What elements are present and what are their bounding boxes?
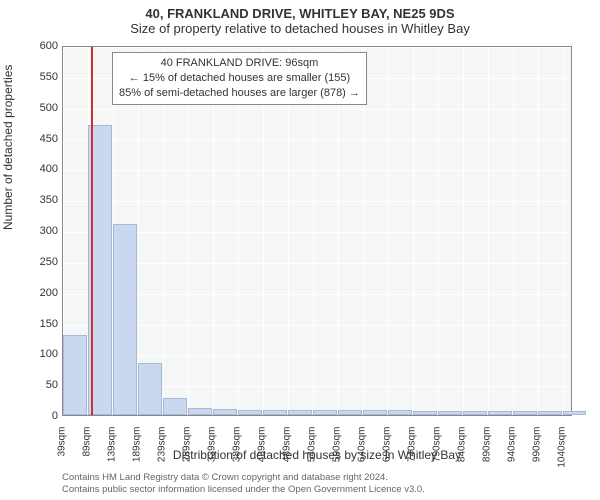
y-tick-label: 100 [18, 348, 58, 360]
y-tick-label: 450 [18, 133, 58, 145]
histogram-bar [213, 409, 237, 415]
histogram-bar [463, 411, 487, 415]
histogram-bar [163, 398, 187, 415]
y-tick-label: 200 [18, 287, 58, 299]
y-tick-label: 150 [18, 318, 58, 330]
gridline-h [63, 294, 571, 295]
property-marker-line [91, 47, 93, 415]
gridline-v [538, 47, 539, 415]
info-line-1: 40 FRANKLAND DRIVE: 96sqm [119, 56, 360, 71]
gridline-h [63, 170, 571, 171]
histogram-bar [63, 335, 87, 415]
histogram-bar [188, 408, 212, 415]
y-tick-label: 0 [18, 410, 58, 422]
attribution: Contains HM Land Registry data © Crown c… [62, 472, 425, 496]
gridline-v [463, 47, 464, 415]
gridline-h [63, 355, 571, 356]
y-tick-label: 50 [18, 379, 58, 391]
chart-title-main: 40, FRANKLAND DRIVE, WHITLEY BAY, NE25 9… [0, 0, 600, 21]
gridline-h [63, 232, 571, 233]
y-tick-label: 300 [18, 225, 58, 237]
histogram-bar [338, 410, 362, 415]
gridline-h [63, 140, 571, 141]
gridline-v [563, 47, 564, 415]
histogram-bar [438, 411, 462, 415]
attribution-line-2: Contains public sector information licen… [62, 484, 425, 496]
gridline-v [388, 47, 389, 415]
gridline-v [413, 47, 414, 415]
histogram-bar [263, 410, 287, 415]
attribution-line-1: Contains HM Land Registry data © Crown c… [62, 472, 425, 484]
gridline-v [513, 47, 514, 415]
gridline-h [63, 47, 571, 48]
gridline-h [63, 263, 571, 264]
y-tick-label: 550 [18, 71, 58, 83]
y-tick-label: 250 [18, 256, 58, 268]
gridline-h [63, 325, 571, 326]
gridline-v [488, 47, 489, 415]
gridline-h [63, 417, 571, 418]
info-line-3: 85% of semi-detached houses are larger (… [119, 86, 360, 101]
info-line-2: ← 15% of detached houses are smaller (15… [119, 71, 360, 86]
y-tick-label: 600 [18, 40, 58, 52]
y-tick-label: 400 [18, 163, 58, 175]
y-tick-label: 500 [18, 102, 58, 114]
gridline-v [587, 47, 588, 415]
histogram-bar [138, 363, 162, 415]
histogram-bar [113, 224, 137, 415]
gridline-v [438, 47, 439, 415]
chart-title-sub: Size of property relative to detached ho… [0, 21, 600, 40]
gridline-h [63, 201, 571, 202]
histogram-bar [563, 411, 587, 415]
histogram-bar [488, 411, 512, 415]
histogram-bar [363, 410, 387, 415]
x-axis-label: Distribution of detached houses by size … [62, 448, 572, 462]
histogram-bar [388, 410, 412, 415]
gridline-h [63, 109, 571, 110]
histogram-bar [413, 411, 437, 415]
histogram-bar [538, 411, 562, 415]
info-box: 40 FRANKLAND DRIVE: 96sqm ← 15% of detac… [112, 52, 367, 105]
histogram-bar [313, 410, 337, 415]
y-axis-label: Number of detached properties [1, 65, 15, 230]
histogram-bar [513, 411, 537, 415]
histogram-bar [238, 410, 262, 415]
y-tick-label: 350 [18, 194, 58, 206]
chart-container: 40, FRANKLAND DRIVE, WHITLEY BAY, NE25 9… [0, 0, 600, 500]
histogram-bar [288, 410, 312, 415]
